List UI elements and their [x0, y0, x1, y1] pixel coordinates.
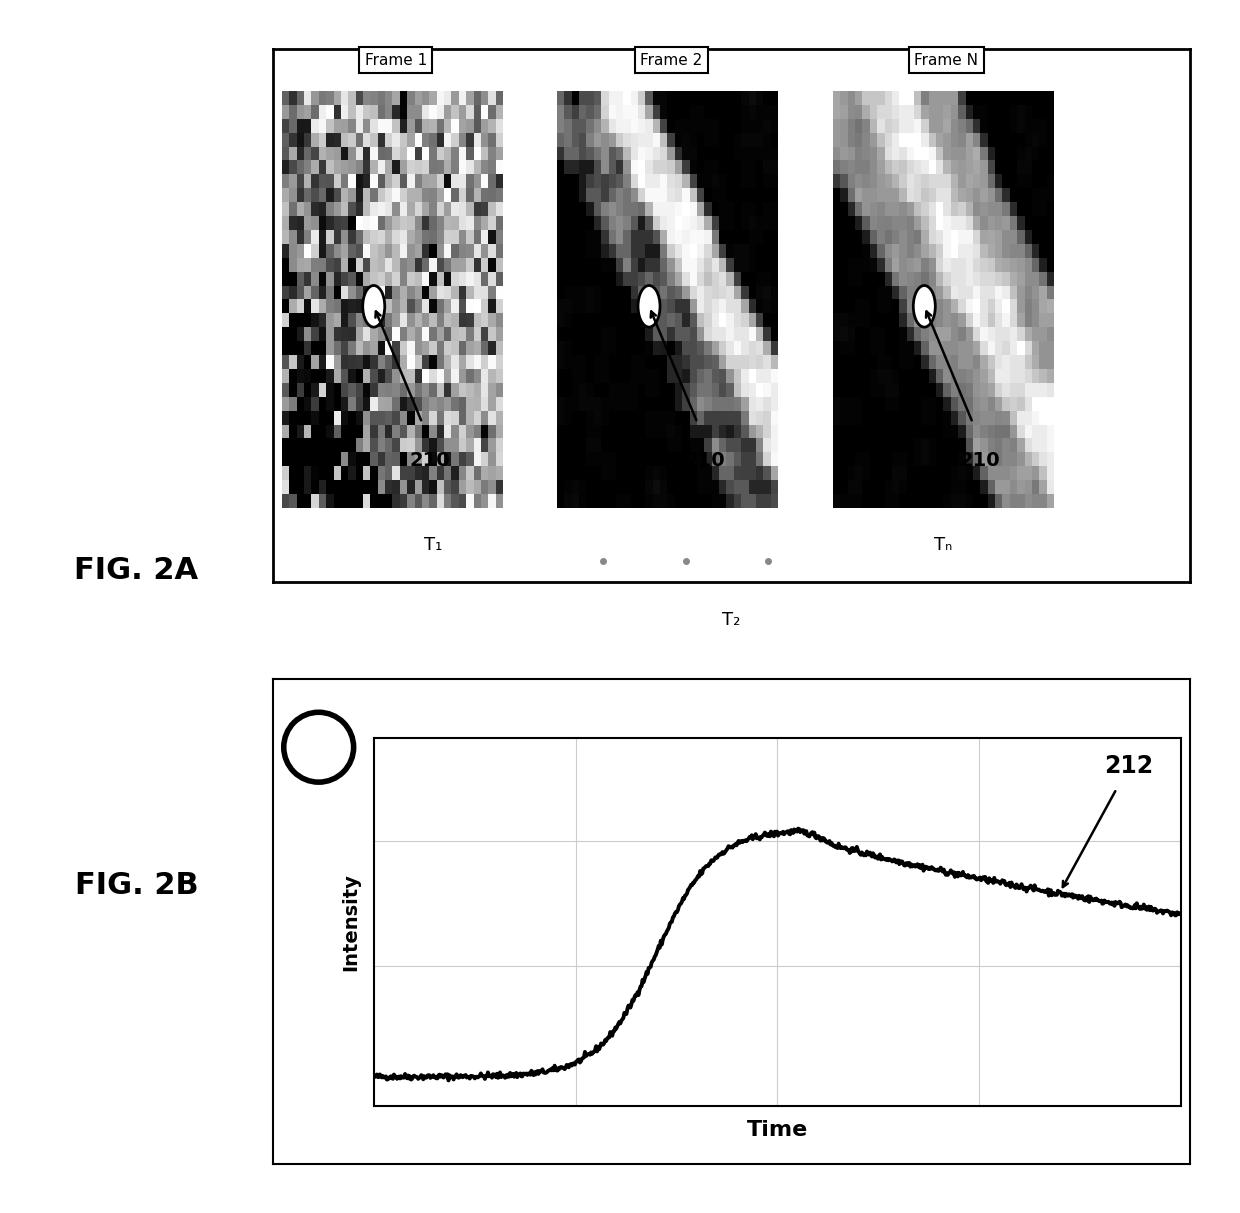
Y-axis label: Intensity: Intensity: [341, 873, 360, 970]
Text: 210: 210: [960, 450, 1001, 469]
Text: Frame N: Frame N: [914, 52, 978, 68]
Ellipse shape: [284, 712, 353, 782]
Circle shape: [914, 285, 935, 328]
Text: Tₙ: Tₙ: [934, 536, 952, 554]
Text: Frame 2: Frame 2: [640, 52, 702, 68]
Text: 212: 212: [1104, 753, 1153, 778]
Circle shape: [639, 285, 660, 328]
Circle shape: [363, 285, 384, 328]
Text: 210: 210: [684, 450, 725, 469]
Text: Frame 1: Frame 1: [365, 52, 427, 68]
X-axis label: Time: Time: [746, 1120, 808, 1140]
Text: 210: 210: [409, 450, 450, 469]
Text: FIG. 2A: FIG. 2A: [74, 556, 198, 585]
Text: T₁: T₁: [424, 536, 443, 554]
Text: T₂: T₂: [723, 610, 740, 628]
Text: FIG. 2B: FIG. 2B: [74, 871, 198, 900]
